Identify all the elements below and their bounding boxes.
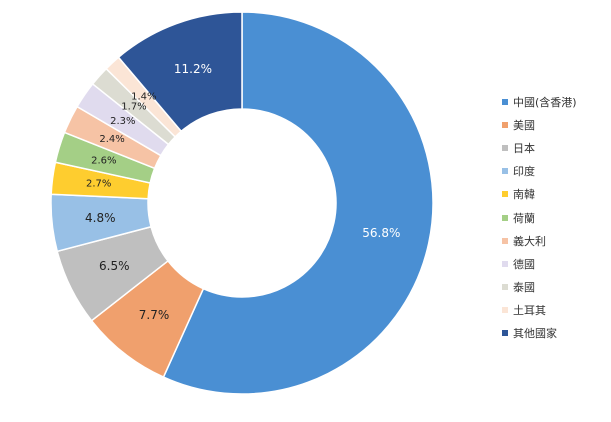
legend-label: 土耳其 (513, 304, 546, 318)
legend-swatch (502, 191, 508, 198)
legend-swatch (502, 237, 508, 244)
donut-data-label: 6.5% (99, 259, 130, 273)
donut-data-label: 7.7% (139, 308, 170, 322)
donut-data-label: 2.7% (86, 179, 111, 190)
donut-data-label: 2.3% (110, 116, 135, 127)
legend-item: 南韓 (502, 183, 577, 206)
legend-swatch (502, 214, 508, 221)
donut-data-label: 56.8% (362, 226, 400, 240)
donut-slice (117, 11, 243, 133)
legend-swatch (502, 307, 508, 314)
donut-data-label: 2.6% (91, 155, 116, 166)
legend-item: 其他國家 (502, 322, 577, 345)
legend-item: 荷蘭 (502, 206, 577, 229)
donut-slice (162, 11, 434, 395)
legend-label: 印度 (513, 165, 535, 179)
legend-item: 日本 (502, 136, 577, 159)
legend-item: 中國(含香港) (502, 90, 577, 113)
legend-label: 德國 (513, 257, 535, 271)
legend-item: 泰國 (502, 276, 577, 299)
legend-label: 泰國 (513, 281, 535, 295)
legend-item: 土耳其 (502, 299, 577, 322)
legend-label: 美國 (513, 118, 535, 132)
legend-item: 印度 (502, 160, 577, 183)
legend-label: 南韓 (513, 188, 535, 202)
legend-swatch (502, 330, 508, 337)
legend-label: 日本 (513, 141, 535, 155)
legend-item: 德國 (502, 252, 577, 275)
legend-label: 其他國家 (513, 327, 557, 341)
legend-item: 美國 (502, 113, 577, 136)
legend-swatch (502, 260, 508, 267)
legend-swatch (502, 144, 508, 151)
donut-data-labels: 56.8% 7.7% 6.5% 4.8% 2.7% 2.6% 2.4% 2.3% 1.7%1.4… (85, 62, 400, 322)
donut-data-label: 1.7% (121, 102, 146, 113)
donut-slices (50, 11, 434, 395)
legend-label: 中國(含香港) (513, 95, 577, 109)
legend-swatch (502, 121, 508, 128)
legend-swatch (502, 284, 508, 291)
donut-data-label: 1.4% (131, 91, 156, 102)
legend-label: 荷蘭 (513, 211, 535, 225)
legend-item: 義大利 (502, 229, 577, 252)
chart-legend: 中國(含香港) 美國日本印度南韓荷蘭義大利德國泰國土耳其其他國家 (502, 90, 577, 345)
legend-label: 義大利 (513, 234, 546, 248)
legend-swatch (502, 168, 508, 175)
legend-swatch (502, 98, 508, 105)
donut-data-label: 4.8% (85, 211, 116, 225)
donut-data-label: 11.2% (174, 62, 212, 76)
donut-data-label: 2.4% (99, 134, 124, 145)
